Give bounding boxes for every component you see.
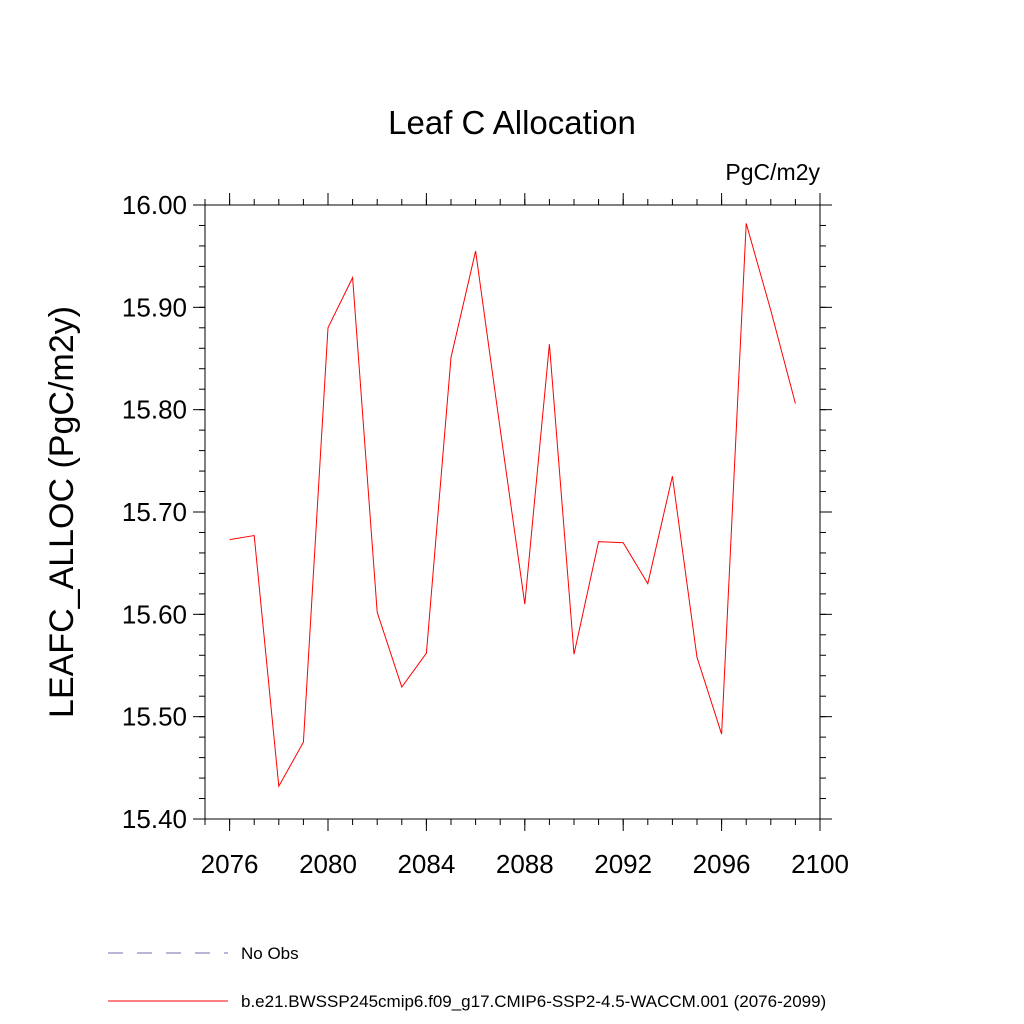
x-tick-label: 2092 xyxy=(594,849,652,879)
x-tick-label: 2084 xyxy=(397,849,455,879)
units-label: PgC/m2y xyxy=(725,159,820,185)
x-tick-label: 2096 xyxy=(693,849,751,879)
series-group xyxy=(229,223,796,788)
chart-title: Leaf C Allocation xyxy=(388,104,636,141)
x-ticks: 2076 2080 2084 2088 2092 2096 2100 xyxy=(201,193,849,879)
y-ticks: 15.40 15.50 15.60 15.70 15.80 15.90 16.00 xyxy=(122,190,832,834)
x-tick-label: 2076 xyxy=(201,849,259,879)
plot-frame xyxy=(204,204,821,820)
x-tick-label: 2100 xyxy=(791,849,849,879)
y-tick-label: 15.50 xyxy=(122,702,187,732)
legend-label: No Obs xyxy=(241,944,299,963)
y-tick-label: 16.00 xyxy=(122,190,187,220)
x-tick-label: 2088 xyxy=(496,849,554,879)
series-line xyxy=(229,223,796,788)
legend: No Obs b.e21.BWSSP245cmip6.f09_g17.CMIP6-… xyxy=(108,944,826,1011)
x-tick-label: 2080 xyxy=(299,849,357,879)
y-tick-label: 15.80 xyxy=(122,395,187,425)
y-tick-label: 15.60 xyxy=(122,599,187,629)
y-tick-label: 15.40 xyxy=(122,804,187,834)
y-tick-label: 15.70 xyxy=(122,497,187,527)
y-tick-label: 15.90 xyxy=(122,292,187,322)
y-axis-label: LEAFC_ALLOC (PgC/m2y) xyxy=(43,306,81,718)
legend-label: b.e21.BWSSP245cmip6.f09_g17.CMIP6-SSP2-4… xyxy=(241,992,826,1011)
